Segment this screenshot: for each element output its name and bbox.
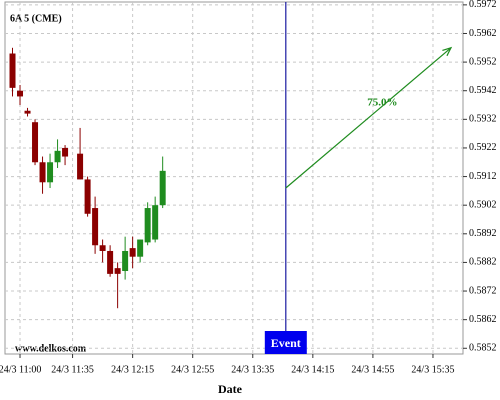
candle-body bbox=[24, 110, 31, 114]
x-tick-label: 24/3 14:15 bbox=[291, 364, 334, 375]
y-tick-label: 0.5872 bbox=[469, 285, 497, 296]
x-axis-label: Date bbox=[218, 382, 243, 396]
x-tick-label: 24/3 11:35 bbox=[51, 364, 94, 375]
candle-body bbox=[159, 170, 166, 206]
candle-body bbox=[32, 122, 39, 163]
candle-body bbox=[114, 268, 121, 274]
candle-body bbox=[17, 90, 24, 97]
candle-body bbox=[144, 208, 151, 243]
y-tick-label: 0.5902 bbox=[469, 199, 497, 210]
y-tick-label: 0.5882 bbox=[469, 257, 497, 268]
y-tick-label: 0.5962 bbox=[469, 28, 497, 39]
arrow-line bbox=[285, 47, 452, 189]
x-tick-label: 24/3 14:55 bbox=[351, 364, 394, 375]
candle-body bbox=[99, 245, 106, 251]
arrow-head bbox=[442, 46, 453, 57]
plot-area bbox=[4, 1, 464, 355]
x-tick-label: 24/3 11:00 bbox=[0, 364, 41, 375]
y-tick-label: 0.5912 bbox=[469, 171, 497, 182]
candle-body bbox=[54, 150, 61, 163]
y-tick-label: 0.5952 bbox=[469, 56, 497, 67]
candle-body bbox=[62, 147, 69, 157]
candle-body bbox=[152, 205, 159, 240]
y-tick-label: 0.5942 bbox=[469, 85, 497, 96]
event-box bbox=[264, 331, 307, 354]
watermark: www.delkos.com bbox=[15, 343, 87, 354]
y-tick-label: 0.5922 bbox=[469, 142, 497, 153]
arrow-label: 75.0% bbox=[367, 96, 397, 108]
candle-body bbox=[9, 53, 16, 88]
x-tick-label: 24/3 15:35 bbox=[411, 364, 454, 375]
candle-body bbox=[84, 179, 91, 214]
chart-title: 6A 5 (CME) bbox=[10, 13, 62, 24]
y-tick-label: 0.5862 bbox=[469, 314, 497, 325]
candle-body bbox=[137, 239, 144, 257]
candle-body bbox=[77, 153, 84, 180]
y-tick-label: 0.5972 bbox=[469, 0, 497, 10]
y-tick-label: 0.5932 bbox=[469, 114, 497, 125]
y-tick-label: 0.5892 bbox=[469, 228, 497, 239]
x-tick-label: 24/3 12:55 bbox=[171, 364, 214, 375]
y-tick-label: 0.5852 bbox=[469, 343, 497, 354]
candle-body bbox=[129, 248, 136, 257]
candle-body bbox=[122, 250, 129, 272]
candle-body bbox=[92, 208, 99, 246]
candle-body bbox=[47, 162, 54, 183]
candle-body bbox=[107, 250, 114, 274]
candle-body bbox=[39, 162, 46, 183]
x-tick-label: 24/3 12:15 bbox=[111, 364, 154, 375]
event-label: Event bbox=[271, 336, 301, 350]
x-tick-label: 24/3 13:35 bbox=[231, 364, 274, 375]
